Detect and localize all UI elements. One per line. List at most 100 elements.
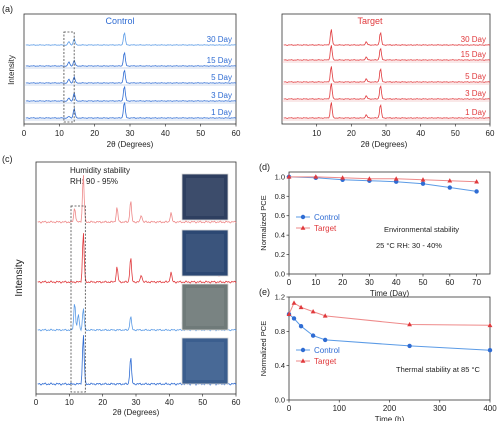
highlight-box xyxy=(70,205,86,393)
series-line xyxy=(289,176,477,183)
data-point xyxy=(393,176,399,181)
x-tick-label: 70 xyxy=(472,278,481,287)
film-photo-sheen xyxy=(186,342,224,380)
panel-label-a: (a) xyxy=(2,4,13,14)
x-tick-label: 60 xyxy=(486,129,495,138)
legend-marker xyxy=(300,225,306,230)
legend-marker xyxy=(300,347,306,353)
x-tick-label: 60 xyxy=(232,398,241,407)
series-label: 30 Day xyxy=(461,35,486,44)
data-point xyxy=(310,333,316,338)
annotation-text: 25 °C RH: 30 - 40% xyxy=(376,241,442,250)
x-tick-label: 0 xyxy=(34,398,39,407)
legend-label: Target xyxy=(314,224,337,233)
y-axis-label: Normalized PCE xyxy=(259,195,268,250)
series-label: 5 Day xyxy=(211,73,232,82)
film-photo xyxy=(181,283,229,331)
film-photo xyxy=(181,229,229,277)
y-tick-label: 0.2 xyxy=(275,250,285,259)
x-axis-label: Time (Day) xyxy=(370,289,410,298)
x-tick-label: 10 xyxy=(65,398,74,407)
x-tick-label: 20 xyxy=(90,129,99,138)
data-point xyxy=(310,308,316,314)
spectrum-line xyxy=(25,51,237,67)
data-point xyxy=(487,322,493,328)
chart-title: Target xyxy=(357,16,383,26)
data-point xyxy=(298,323,304,329)
series-label: 30 Day xyxy=(207,35,232,44)
data-point xyxy=(322,313,328,318)
data-point xyxy=(487,348,493,353)
series-line xyxy=(288,176,477,192)
x-tick-label: 300 xyxy=(433,404,447,413)
film-photo xyxy=(181,337,229,385)
y-tick-label: 1.0 xyxy=(275,172,285,181)
legend-label: Control xyxy=(314,346,340,355)
annotation-text: Thermal stability at 85 °C xyxy=(396,365,480,374)
x-tick-label: 30 xyxy=(132,398,141,407)
series-label: 1 Day xyxy=(465,108,486,117)
y-tick-label: 0.0 xyxy=(275,270,285,279)
annotation-text: RH: 90 - 95% xyxy=(70,177,118,186)
series-label: 5 Day xyxy=(465,72,486,81)
x-tick-label: 50 xyxy=(419,278,428,287)
x-tick-label: 30 xyxy=(382,129,391,138)
panel-label: (e) xyxy=(259,287,270,297)
x-axis-label: 2θ (Degrees) xyxy=(107,140,154,149)
spectrum-line xyxy=(283,29,491,46)
y-tick-label: 1.2 xyxy=(275,293,285,302)
data-point xyxy=(420,177,426,182)
x-tick-label: 50 xyxy=(451,129,460,138)
y-tick-label: 0.8 xyxy=(275,192,285,201)
film-photo-sheen xyxy=(186,234,224,272)
series-label: 15 Day xyxy=(207,56,232,65)
x-tick-label: 400 xyxy=(483,404,497,413)
series-line xyxy=(288,302,491,326)
y-tick-label: 0.0 xyxy=(275,396,285,405)
x-tick-label: 50 xyxy=(196,129,205,138)
x-tick-label: 0 xyxy=(287,404,292,413)
highlight-box xyxy=(63,31,75,123)
x-tick-label: 60 xyxy=(445,278,454,287)
x-tick-label: 100 xyxy=(333,404,347,413)
x-tick-label: 40 xyxy=(416,129,425,138)
plot-frame xyxy=(288,171,491,275)
data-point xyxy=(447,185,452,190)
spectrum-line xyxy=(37,233,237,284)
x-tick-label: 40 xyxy=(165,398,174,407)
data-point xyxy=(313,174,319,179)
film-photo-sheen xyxy=(186,288,224,326)
y-tick-label: 0.6 xyxy=(275,211,285,220)
data-point xyxy=(474,179,479,184)
spectrum-line xyxy=(25,69,237,84)
series-line xyxy=(288,313,491,351)
legend-label: Control xyxy=(314,213,340,222)
legend-marker xyxy=(300,358,306,363)
data-point xyxy=(286,311,292,316)
data-point xyxy=(291,316,297,321)
x-tick-label: 40 xyxy=(161,129,170,138)
y-tick-label: 0.4 xyxy=(275,231,285,240)
panel-label: (d) xyxy=(259,162,270,172)
chart-title: Control xyxy=(105,16,134,26)
x-tick-label: 60 xyxy=(232,129,241,138)
data-point xyxy=(407,321,412,327)
plot-frame xyxy=(281,13,491,125)
x-tick-label: 0 xyxy=(22,129,27,138)
spectrum-line xyxy=(25,85,237,102)
x-tick-label: 20 xyxy=(98,398,107,407)
x-axis-label: 2θ (Degrees) xyxy=(113,408,160,417)
y-tick-label: 0.8 xyxy=(275,327,285,336)
data-point xyxy=(286,174,292,179)
x-tick-label: 30 xyxy=(126,129,135,138)
x-tick-label: 20 xyxy=(338,278,347,287)
legend-marker xyxy=(300,214,306,220)
x-tick-label: 30 xyxy=(365,278,374,287)
spectrum-line xyxy=(283,83,491,100)
x-axis-label: Time (h) xyxy=(375,415,405,421)
x-tick-label: 200 xyxy=(383,404,397,413)
panel-label-c: (c) xyxy=(2,154,13,164)
legend-label: Target xyxy=(314,357,337,366)
x-tick-label: 0 xyxy=(287,278,292,287)
